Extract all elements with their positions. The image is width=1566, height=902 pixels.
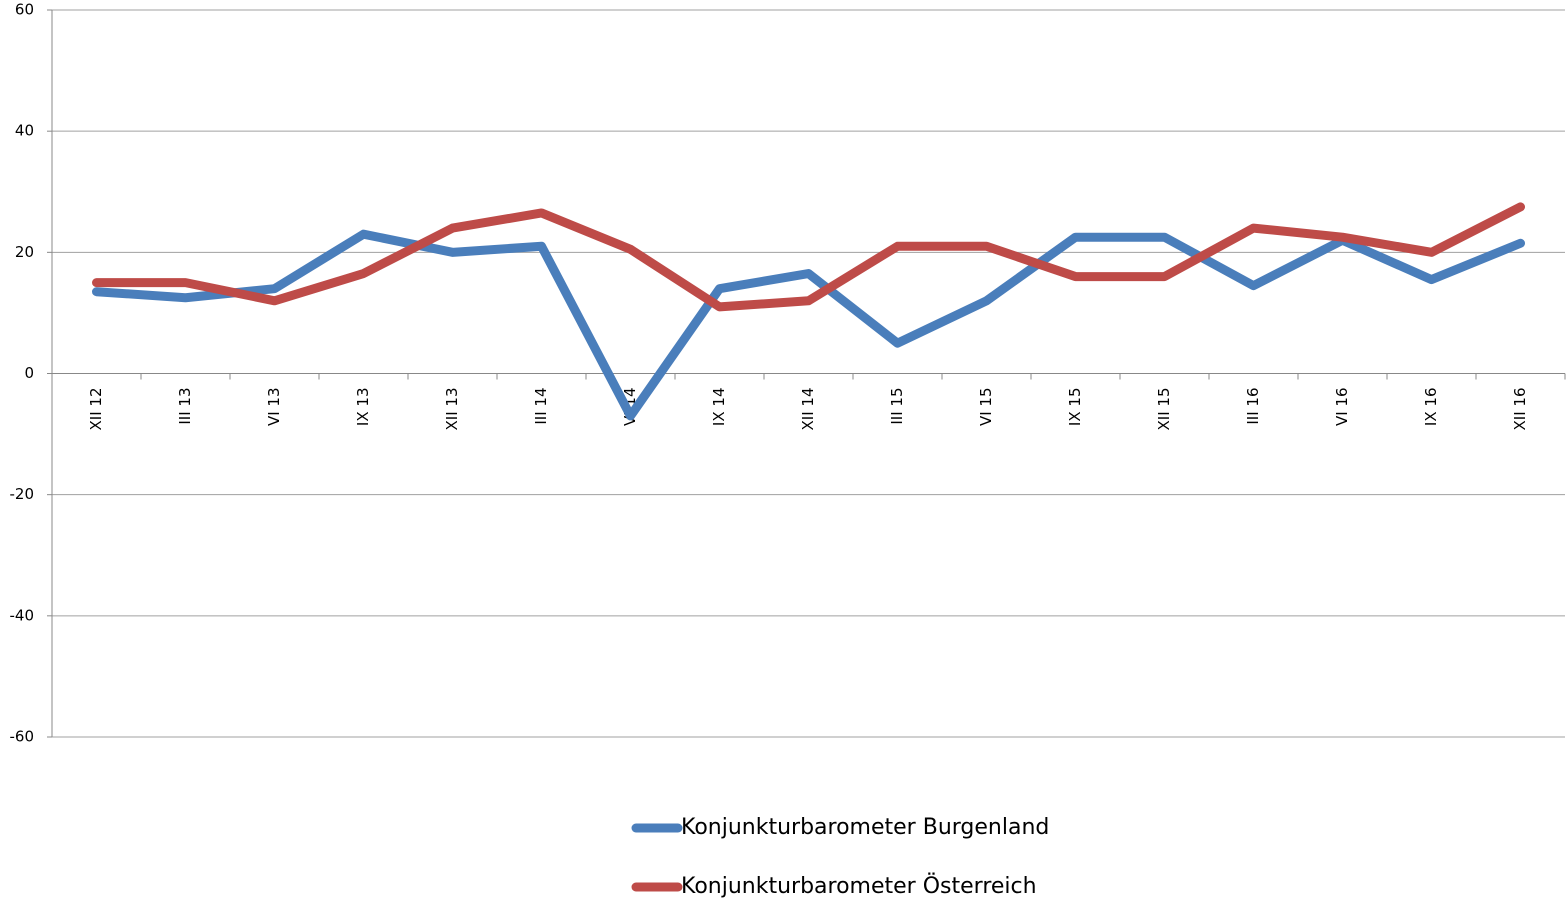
x-tick-label: III 16 — [1244, 388, 1262, 425]
y-tick-label: -40 — [10, 606, 35, 624]
x-tick-label: IX 14 — [710, 388, 728, 427]
x-tick-label: III 14 — [532, 388, 550, 425]
x-tick-label: IX 15 — [1066, 388, 1084, 427]
y-tick-label: 40 — [15, 122, 34, 140]
series-line — [92, 229, 1525, 421]
y-tick-label: -60 — [10, 728, 35, 746]
y-tick-label: 0 — [24, 364, 34, 382]
x-tick-label: VI 15 — [977, 388, 995, 427]
y-tick-label: -20 — [10, 485, 35, 503]
legend-label: Konjunkturbarometer Burgenland — [681, 815, 1049, 840]
x-tick-label: XII 13 — [443, 388, 461, 431]
series-line — [92, 202, 1525, 312]
x-tick-label: XII 14 — [799, 388, 817, 431]
y-tick-label: 60 — [15, 1, 34, 19]
legend-label: Konjunkturbarometer Österreich — [681, 873, 1037, 899]
y-tick-label: 20 — [15, 243, 34, 261]
x-tick-label: VI 13 — [265, 388, 283, 427]
x-tick-label: IX 13 — [354, 388, 372, 427]
x-tick-label: XII 12 — [87, 388, 105, 431]
x-tick-label: XII 16 — [1511, 388, 1529, 431]
x-tick-label: VI 16 — [1333, 388, 1351, 427]
x-tick-label: III 13 — [176, 388, 194, 425]
x-tick-label: XII 15 — [1155, 388, 1173, 431]
x-tick-label: IX 16 — [1422, 388, 1440, 427]
x-tick-label: III 15 — [888, 388, 906, 425]
